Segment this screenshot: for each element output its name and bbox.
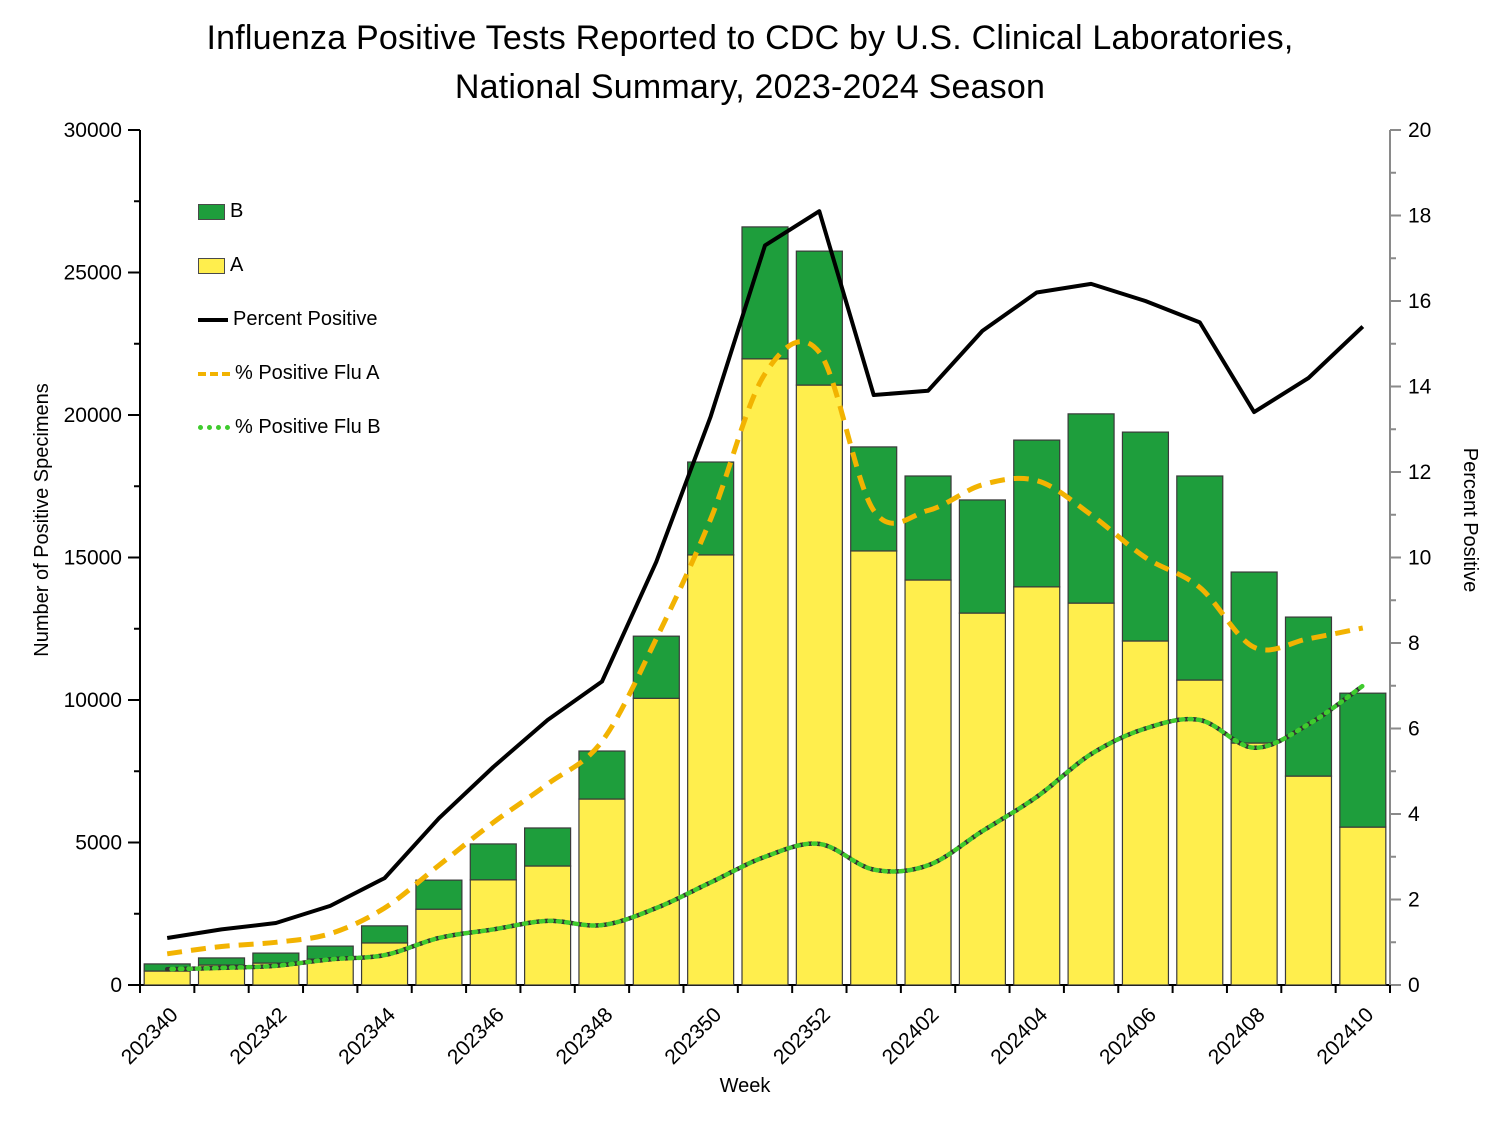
x-axis-week-label: 202340 bbox=[117, 1003, 183, 1069]
bar-flu-b-202349 bbox=[632, 635, 680, 699]
bar-flu-a-202352 bbox=[795, 384, 843, 986]
bar-flu-a-202409 bbox=[1284, 775, 1333, 986]
lines-layer bbox=[164, 209, 1366, 972]
bar-flu-a-202405 bbox=[1067, 602, 1115, 986]
bar-flu-a-202351 bbox=[741, 358, 789, 986]
percent-positive-line bbox=[166, 209, 1365, 940]
bar-flu-b-202345 bbox=[415, 879, 463, 910]
x-axis-title: Week bbox=[720, 1075, 772, 1097]
chart-title-line2: National Summary, 2023-2024 Season bbox=[454, 68, 1046, 107]
bar-flu-b-202350 bbox=[687, 461, 735, 556]
bar-flu-a-202348 bbox=[578, 798, 626, 986]
bar-flu-b-202408 bbox=[1230, 571, 1278, 744]
bar-flu-a-202340 bbox=[143, 970, 191, 986]
legend-item-percent-positive: Percent Positive bbox=[198, 304, 381, 335]
right-axis-tick-label: 14 bbox=[1408, 376, 1432, 399]
left-axis-title: Number of Positive Specimens bbox=[31, 383, 53, 656]
bar-flu-b-202342 bbox=[252, 952, 300, 964]
right-axis-tick-label: 8 bbox=[1408, 632, 1420, 655]
x-axis-week-label: 202344 bbox=[334, 1003, 400, 1069]
legend-item-flu-a-bar: A bbox=[198, 250, 381, 281]
bar-flu-b-202344 bbox=[360, 925, 409, 944]
bar-flu-a-202345 bbox=[415, 908, 463, 986]
chart-title: Influenza Positive Tests Reported to CDC… bbox=[0, 14, 1500, 113]
bar-flu-b-202352 bbox=[795, 250, 843, 386]
bar-flu-b-202409 bbox=[1284, 616, 1333, 777]
bar-flu-b-202346 bbox=[469, 843, 517, 881]
right-axis-tick-label: 6 bbox=[1408, 718, 1420, 741]
legend-label-a: A bbox=[230, 254, 244, 276]
left-axis-tick-label: 10000 bbox=[64, 689, 122, 712]
legend-label-percent-flu-a: % Positive Flu A bbox=[235, 362, 380, 384]
bar-flu-a-202410 bbox=[1339, 826, 1387, 986]
right-axis-title: Percent Positive bbox=[1459, 448, 1481, 593]
right-axis-tick-label: 20 bbox=[1408, 119, 1431, 142]
left-axis-tick-label: 0 bbox=[110, 974, 122, 997]
left-axis-tick-label: 25000 bbox=[64, 262, 122, 285]
x-axis-week-label: 202406 bbox=[1095, 1003, 1161, 1069]
bar-flu-b-202341 bbox=[197, 957, 246, 966]
x-axis-week-label: 202346 bbox=[443, 1003, 509, 1069]
right-axis-tick-label: 18 bbox=[1408, 205, 1431, 228]
chart-title-line1: Influenza Positive Tests Reported to CDC… bbox=[206, 19, 1294, 57]
flu-b-swatch-icon bbox=[198, 203, 225, 220]
bar-flu-a-202403 bbox=[958, 612, 1006, 986]
x-axis-week-label: 202350 bbox=[660, 1003, 726, 1069]
bar-flu-a-202350 bbox=[687, 554, 735, 986]
right-axis-tick-label: 2 bbox=[1408, 889, 1420, 912]
x-axis-week-label: 202408 bbox=[1204, 1003, 1270, 1069]
legend-label-percent-positive: Percent Positive bbox=[233, 308, 378, 330]
left-axis-tick-label: 30000 bbox=[64, 119, 122, 142]
right-axis-tick-label: 0 bbox=[1408, 974, 1420, 997]
x-axis-week-label: 202404 bbox=[986, 1003, 1052, 1069]
left-axis-tick-label: 5000 bbox=[75, 832, 122, 855]
left-axis-tick-label: 20000 bbox=[64, 404, 122, 427]
bar-flu-b-202348 bbox=[578, 750, 626, 800]
bar-flu-a-202347 bbox=[524, 865, 572, 986]
percent-flu-b-line bbox=[164, 683, 1366, 972]
x-axis-week-label: 202348 bbox=[552, 1003, 618, 1069]
legend-label-percent-flu-b: % Positive Flu B bbox=[235, 416, 381, 438]
legend-label-b: B bbox=[230, 200, 244, 222]
bar-flu-a-202401 bbox=[850, 550, 898, 986]
bar-flu-a-202349 bbox=[632, 697, 680, 986]
legend-item-percent-flu-a: % Positive Flu A bbox=[198, 358, 381, 389]
legend-item-percent-flu-b: % Positive Flu B bbox=[198, 412, 381, 443]
right-axis-tick-label: 12 bbox=[1408, 461, 1431, 484]
percent-flu-b-line-icon bbox=[198, 425, 230, 430]
bar-flu-b-202406 bbox=[1121, 431, 1170, 642]
x-axis-week-label: 202352 bbox=[769, 1003, 835, 1069]
right-axis-tick-label: 16 bbox=[1408, 290, 1431, 313]
percent-flu-a-line bbox=[166, 339, 1364, 957]
bar-flu-b-202347 bbox=[524, 827, 572, 867]
bar-flu-b-202404 bbox=[1013, 439, 1061, 588]
bar-flu-b-202410 bbox=[1339, 692, 1387, 828]
right-axis-tick-label: 4 bbox=[1408, 803, 1420, 826]
bar-flu-a-202407 bbox=[1176, 679, 1224, 986]
bar-flu-a-202343 bbox=[306, 958, 354, 986]
chart-legend: B A Percent Positive % Positive Flu A % … bbox=[198, 196, 381, 466]
bar-flu-b-202403 bbox=[958, 499, 1006, 614]
x-axis-week-label: 202402 bbox=[878, 1003, 944, 1069]
bar-flu-b-202402 bbox=[904, 475, 952, 581]
left-axis-tick-label: 15000 bbox=[64, 547, 122, 570]
bar-flu-a-202408 bbox=[1230, 742, 1278, 986]
flu-a-swatch-icon bbox=[198, 257, 225, 274]
percent-flu-a-line-icon bbox=[198, 371, 230, 376]
legend-item-flu-b-bar: B bbox=[198, 196, 381, 227]
x-axis-week-label: 202410 bbox=[1313, 1003, 1379, 1069]
bar-flu-a-202406 bbox=[1121, 640, 1170, 986]
x-axis-week-label: 202342 bbox=[226, 1003, 292, 1069]
bar-flu-a-202402 bbox=[904, 579, 952, 986]
percent-positive-line-icon bbox=[198, 317, 228, 322]
bar-flu-b-202405 bbox=[1067, 413, 1115, 604]
right-axis-tick-label: 10 bbox=[1408, 547, 1431, 570]
bars-layer bbox=[143, 226, 1387, 986]
